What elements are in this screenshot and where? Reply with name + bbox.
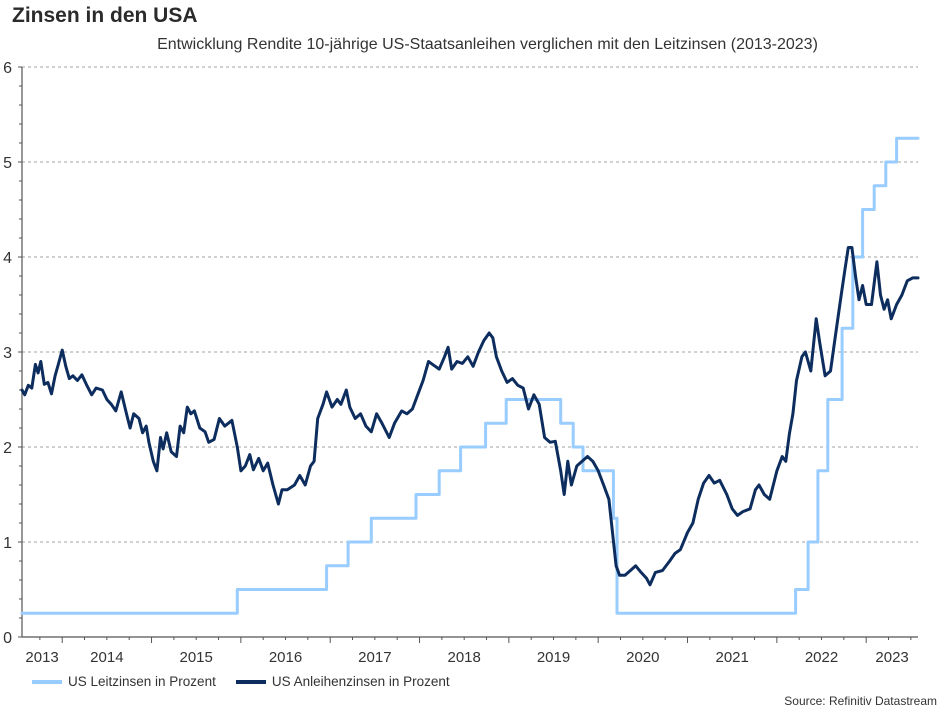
chart-subtitle: Entwicklung Rendite 10-jährige US-Staats… xyxy=(157,36,818,53)
y-tick-labels: 0 1 2 3 4 5 6 xyxy=(3,60,12,647)
x-tick-label: 2020 xyxy=(626,649,659,666)
x-tick-label: 2014 xyxy=(90,649,123,666)
chart-title: Zinsen in den USA xyxy=(12,4,198,27)
x-tick-label: 2015 xyxy=(180,649,213,666)
series-line-anleihenzinsen xyxy=(20,246,920,587)
y-tick-label: 2 xyxy=(3,440,12,457)
legend-swatch-anleihenzinsen xyxy=(235,679,266,684)
x-tick-label: 2021 xyxy=(716,649,749,666)
series-lines xyxy=(20,136,920,615)
gridlines xyxy=(22,66,918,543)
y-tick-label: 5 xyxy=(3,155,12,172)
x-tick-label: 2016 xyxy=(269,649,302,666)
x-tick-label: 2017 xyxy=(358,649,391,666)
legend: US Leitzinsen in Prozent US Anleihenzins… xyxy=(32,674,470,689)
x-tick-label: 2013 xyxy=(25,649,58,666)
axes xyxy=(18,66,918,643)
x-tick-label: 2019 xyxy=(537,649,570,666)
y-tick-label: 0 xyxy=(3,630,12,647)
y-tick-label: 4 xyxy=(3,250,12,267)
legend-swatch-leitzinsen xyxy=(32,679,62,684)
legend-item-anleihenzinsen: US Anleihenzinsen in Prozent xyxy=(235,674,450,689)
y-tick-label: 3 xyxy=(3,345,12,362)
x-tick-label: 2022 xyxy=(805,649,838,666)
x-tick-label: 2018 xyxy=(448,649,481,666)
legend-label-anleihenzinsen: US Anleihenzinsen in Prozent xyxy=(271,674,450,689)
legend-item-leitzinsen: US Leitzinsen in Prozent xyxy=(32,674,216,689)
legend-label-leitzinsen: US Leitzinsen in Prozent xyxy=(68,674,216,689)
x-tick-label: 2023 xyxy=(875,649,908,666)
y-tick-label: 6 xyxy=(3,60,12,77)
source-note: Source: Refinitiv Datastream xyxy=(784,694,937,708)
y-tick-label: 1 xyxy=(3,535,12,552)
x-tick-labels: 2013 2014 2015 2016 2017 2018 2019 2020 2021 2022… xyxy=(25,649,908,666)
